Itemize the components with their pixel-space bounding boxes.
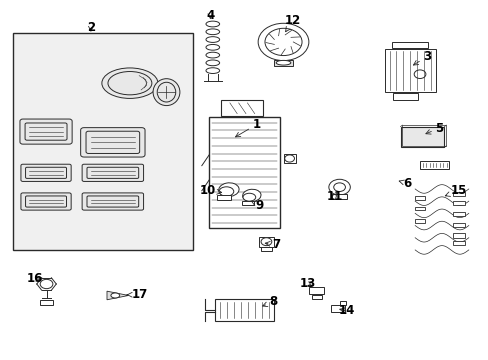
Bar bbox=[13, 33, 193, 250]
Bar bbox=[273, 59, 293, 66]
Text: 14: 14 bbox=[338, 305, 354, 318]
FancyBboxPatch shape bbox=[20, 119, 72, 144]
Bar bbox=[414, 220, 425, 223]
FancyBboxPatch shape bbox=[82, 164, 143, 181]
Bar bbox=[452, 233, 464, 238]
Bar bbox=[452, 201, 464, 206]
Text: 4: 4 bbox=[206, 9, 214, 22]
Text: 9: 9 bbox=[250, 199, 263, 212]
Polygon shape bbox=[107, 291, 128, 300]
Text: 15: 15 bbox=[445, 184, 466, 197]
Bar bbox=[339, 301, 346, 305]
Bar bbox=[241, 201, 254, 205]
Text: 13: 13 bbox=[299, 278, 315, 291]
Text: 3: 3 bbox=[412, 50, 430, 65]
Bar bbox=[261, 247, 271, 251]
Bar bbox=[400, 127, 444, 147]
Bar bbox=[41, 300, 53, 305]
FancyBboxPatch shape bbox=[21, 164, 71, 181]
FancyBboxPatch shape bbox=[82, 193, 143, 210]
Ellipse shape bbox=[205, 37, 219, 42]
Bar bbox=[221, 100, 262, 116]
Text: 7: 7 bbox=[264, 238, 280, 251]
Bar bbox=[391, 41, 427, 48]
FancyBboxPatch shape bbox=[21, 193, 71, 210]
Bar bbox=[215, 299, 273, 320]
Bar bbox=[384, 49, 435, 92]
Bar bbox=[283, 154, 295, 163]
Bar bbox=[452, 192, 464, 197]
Circle shape bbox=[40, 279, 53, 289]
Ellipse shape bbox=[205, 29, 219, 35]
Bar bbox=[311, 295, 321, 299]
Bar bbox=[419, 161, 448, 169]
Ellipse shape bbox=[219, 187, 233, 196]
Ellipse shape bbox=[102, 68, 158, 98]
Text: 6: 6 bbox=[398, 177, 411, 190]
Text: 16: 16 bbox=[26, 272, 43, 285]
Bar bbox=[414, 196, 425, 200]
Ellipse shape bbox=[205, 21, 219, 27]
Ellipse shape bbox=[218, 183, 239, 197]
Bar bbox=[209, 117, 279, 228]
Text: 11: 11 bbox=[326, 190, 342, 203]
Circle shape bbox=[413, 70, 425, 78]
Ellipse shape bbox=[205, 52, 219, 58]
Bar bbox=[216, 195, 231, 201]
Ellipse shape bbox=[242, 189, 261, 202]
Circle shape bbox=[258, 23, 308, 60]
Text: 12: 12 bbox=[285, 14, 301, 32]
Ellipse shape bbox=[205, 60, 219, 66]
Ellipse shape bbox=[243, 193, 255, 201]
Ellipse shape bbox=[205, 44, 219, 50]
Bar bbox=[452, 240, 464, 245]
Bar bbox=[452, 212, 464, 216]
Text: 5: 5 bbox=[425, 122, 443, 135]
Bar bbox=[452, 223, 464, 227]
Bar bbox=[258, 237, 274, 247]
Bar bbox=[330, 305, 344, 312]
Ellipse shape bbox=[276, 60, 290, 65]
Bar bbox=[414, 207, 425, 211]
Bar bbox=[331, 194, 346, 199]
Text: 10: 10 bbox=[200, 184, 221, 197]
Circle shape bbox=[261, 238, 271, 246]
Text: 17: 17 bbox=[127, 288, 147, 301]
Bar bbox=[402, 125, 446, 146]
Ellipse shape bbox=[153, 79, 180, 105]
Text: 1: 1 bbox=[235, 118, 260, 137]
Bar bbox=[392, 93, 417, 100]
FancyBboxPatch shape bbox=[81, 128, 145, 157]
Circle shape bbox=[328, 179, 349, 195]
Ellipse shape bbox=[205, 68, 219, 73]
Bar bbox=[309, 287, 324, 294]
Text: 8: 8 bbox=[262, 296, 277, 309]
Text: 2: 2 bbox=[87, 21, 95, 34]
Ellipse shape bbox=[111, 293, 120, 298]
